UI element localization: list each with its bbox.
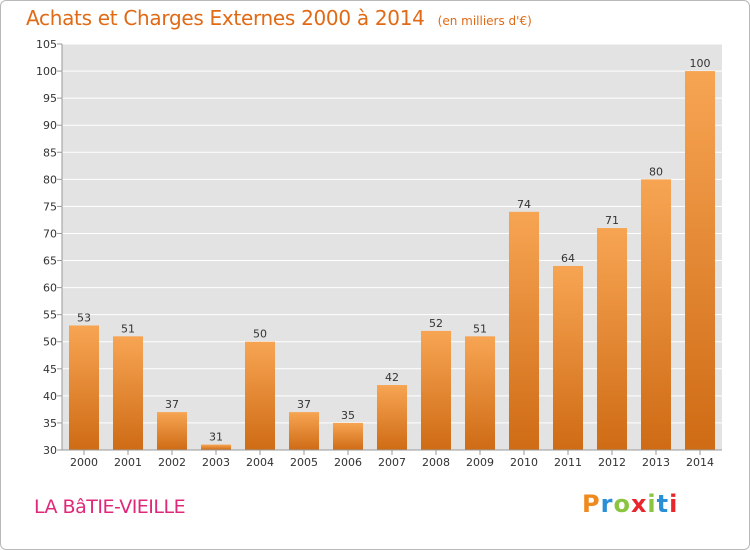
y-tick-label: 55 <box>43 309 57 322</box>
x-tick-label: 2012 <box>598 456 626 469</box>
bar <box>641 179 671 451</box>
data-label: 53 <box>77 311 91 324</box>
bar <box>421 330 451 450</box>
logo-letter: i <box>669 490 679 518</box>
bar <box>113 336 143 450</box>
logo-letter: x <box>630 490 648 518</box>
data-label: 74 <box>517 198 531 211</box>
x-tick-label: 2014 <box>686 456 714 469</box>
y-tick-label: 60 <box>43 282 57 295</box>
commune-name: LA BâTIE-VIEILLE <box>34 496 186 518</box>
bar <box>333 422 363 450</box>
logo-letter: i <box>647 490 657 518</box>
bar <box>377 385 407 450</box>
data-label: 71 <box>605 214 619 227</box>
x-tick-label: 2003 <box>202 456 230 469</box>
data-label: 42 <box>385 371 399 384</box>
proxiti-logo[interactable]: Proxiti <box>582 490 678 518</box>
bar <box>509 211 539 450</box>
data-label: 50 <box>253 328 267 341</box>
x-tick-label: 2008 <box>422 456 450 469</box>
logo-letter: P <box>582 490 601 518</box>
data-label: 52 <box>429 317 443 330</box>
logo-letter: r <box>600 490 614 518</box>
y-tick-label: 50 <box>43 336 57 349</box>
bar <box>201 444 231 450</box>
logo-letter: o <box>613 490 631 518</box>
y-tick-label: 95 <box>43 92 57 105</box>
y-tick-label: 35 <box>43 417 57 430</box>
y-tick-label: 75 <box>43 200 57 213</box>
data-label: 35 <box>341 409 355 422</box>
y-tick-label: 85 <box>43 146 57 159</box>
data-label: 64 <box>561 252 575 265</box>
x-tick-label: 2001 <box>114 456 142 469</box>
x-tick-label: 2000 <box>70 456 98 469</box>
data-label: 51 <box>121 322 135 335</box>
data-label: 37 <box>297 398 311 411</box>
data-label: 31 <box>209 431 223 444</box>
y-tick-label: 100 <box>36 65 57 78</box>
bar <box>245 341 275 450</box>
x-tick-label: 2009 <box>466 456 494 469</box>
data-label: 80 <box>649 165 663 178</box>
bar <box>597 228 627 450</box>
x-tick-label: 2002 <box>158 456 186 469</box>
x-tick-label: 2013 <box>642 456 670 469</box>
bar <box>157 412 187 450</box>
bar <box>69 325 99 450</box>
y-tick-label: 45 <box>43 363 57 376</box>
data-label: 100 <box>690 57 711 70</box>
y-tick-label: 70 <box>43 227 57 240</box>
x-tick-label: 2004 <box>246 456 274 469</box>
y-tick-label: 65 <box>43 255 57 268</box>
chart-title: Achats et Charges Externes 2000 à 2014 (… <box>26 6 532 30</box>
logo-letter: t <box>656 490 670 518</box>
x-tick-label: 2006 <box>334 456 362 469</box>
bar <box>685 71 715 451</box>
x-tick-label: 2010 <box>510 456 538 469</box>
x-tick-label: 2011 <box>554 456 582 469</box>
x-tick-label: 2007 <box>378 456 406 469</box>
y-tick-label: 105 <box>36 38 57 51</box>
y-tick-label: 80 <box>43 173 57 186</box>
bar <box>553 265 583 450</box>
bar <box>465 336 495 450</box>
chart-title-unit: (en milliers d'€) <box>437 14 532 28</box>
y-tick-label: 90 <box>43 119 57 132</box>
y-tick-label: 30 <box>43 444 57 457</box>
data-label: 51 <box>473 322 487 335</box>
chart-title-main: Achats et Charges Externes 2000 à 2014 <box>26 6 425 30</box>
bar <box>289 412 319 450</box>
data-label: 37 <box>165 398 179 411</box>
y-tick-label: 40 <box>43 390 57 403</box>
x-tick-label: 2005 <box>290 456 318 469</box>
